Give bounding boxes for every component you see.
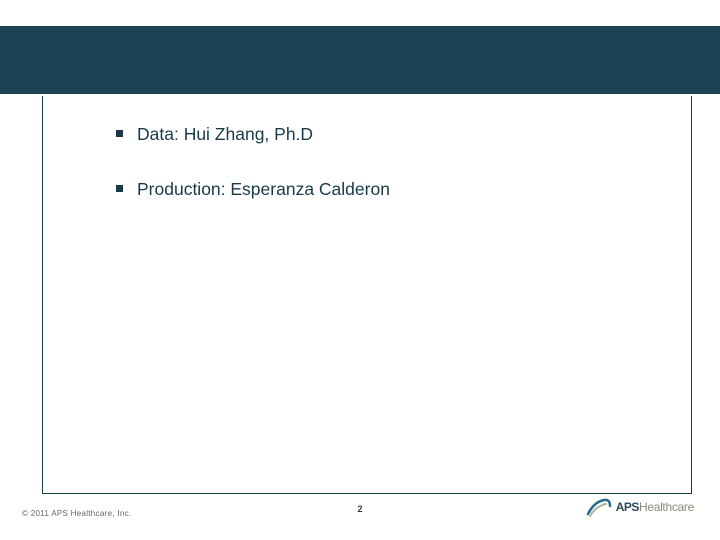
frame-left-border — [42, 96, 43, 494]
bullet-square-icon — [116, 130, 123, 137]
logo-text-wrapper: APSHealthcare — [616, 499, 694, 515]
aps-logo: APSHealthcare — [586, 494, 694, 520]
logo-healthcare-text: Healthcare — [639, 500, 694, 514]
slide-container: . Data: Hui Zhang, Ph.D Production: Espe… — [0, 0, 720, 540]
bullet-text: Data: Hui Zhang, Ph.D — [137, 124, 313, 145]
page-number: 2 — [357, 504, 362, 514]
copyright-text: © 2011 APS Healthcare, Inc. — [22, 509, 131, 518]
footer: © 2011 APS Healthcare, Inc. 2 APSHealthc… — [0, 500, 720, 526]
header-bar — [0, 26, 720, 94]
bullet-list: Data: Hui Zhang, Ph.D Production: Espera… — [116, 124, 672, 200]
logo-aps-text: APS — [616, 500, 639, 514]
logo-brand-line: APSHealthcare — [616, 499, 694, 515]
logo-swoosh-icon — [586, 494, 612, 520]
bullet-square-icon — [116, 185, 123, 192]
list-item: Data: Hui Zhang, Ph.D — [116, 124, 672, 145]
list-item: Production: Esperanza Calderon — [116, 179, 672, 200]
content-area: Data: Hui Zhang, Ph.D Production: Espera… — [96, 96, 692, 494]
title-text: . — [28, 56, 30, 62]
bullet-text: Production: Esperanza Calderon — [137, 179, 390, 200]
